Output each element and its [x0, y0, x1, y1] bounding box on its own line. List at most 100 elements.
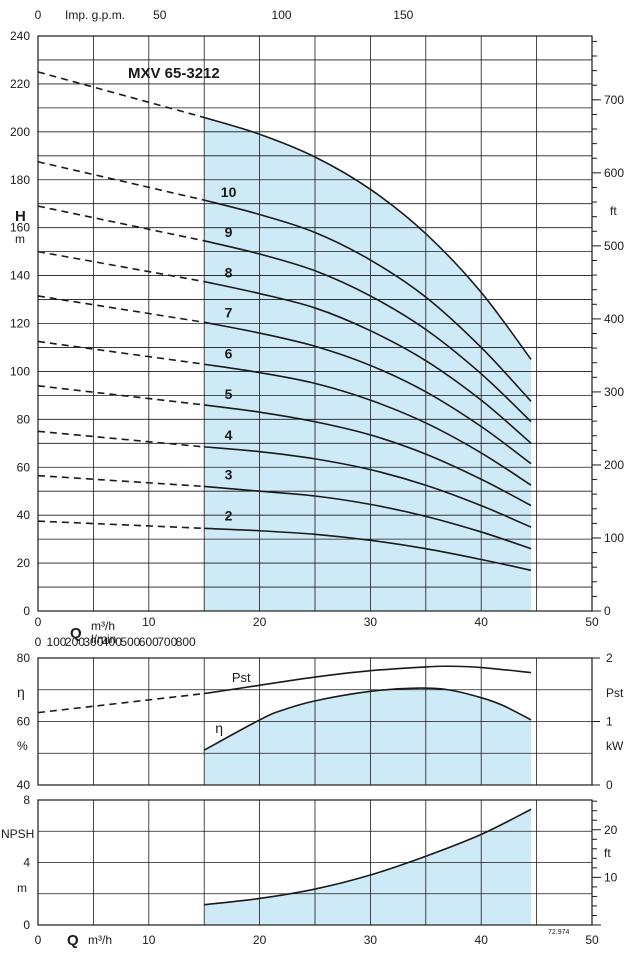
flow-x-tick: 0	[35, 615, 42, 629]
figure-code: 72.974	[548, 929, 570, 936]
efficiency-y-tick: 80	[17, 651, 31, 665]
stage-10-dashed-line	[37, 161, 205, 201]
head-y-tick: 180	[10, 173, 30, 187]
head-y-tick: 100	[10, 364, 30, 378]
npsh-y-tick: 4	[23, 856, 30, 870]
npsh-ft-tick: 20	[604, 823, 618, 837]
pst-line	[204, 665, 532, 695]
operating-range-area	[204, 809, 532, 925]
stage-label-5: 5	[225, 386, 233, 402]
stage-4-dashed-line	[37, 430, 205, 448]
stage-6-line	[204, 363, 532, 486]
flow-x-tick: 40	[475, 615, 489, 629]
head-y-tick: 220	[10, 77, 30, 91]
curves-layer: 2 3 4 5 6 7 8 9 10 Pst η	[37, 71, 532, 906]
stage-label-8: 8	[225, 264, 233, 280]
lmin-x-tick: 800	[176, 635, 196, 649]
stage-2-dashed-line	[37, 520, 205, 530]
stage-10-line	[203, 199, 532, 402]
lmin-x-tick: 400	[102, 635, 122, 649]
bottom-flow-unit-label: m³/h	[88, 933, 112, 947]
bottom-flow-x-tick: 50	[585, 933, 599, 947]
head-unit-label: m	[15, 232, 25, 246]
flow-x-tick: 30	[364, 615, 378, 629]
power-axis-label: Pst	[606, 686, 624, 700]
operating-range-layer	[204, 117, 532, 925]
stage-3-dashed-line	[37, 474, 205, 488]
stage-label-10: 10	[221, 184, 237, 200]
head-y-tick: 140	[10, 269, 30, 283]
kw-tick: 2	[606, 651, 613, 665]
stage-8-line	[204, 280, 532, 444]
flow-unit-label: m³/h	[91, 619, 115, 633]
ft-tick: 200	[604, 458, 624, 472]
head-y-tick: 80	[17, 412, 31, 426]
stage-label-9: 9	[225, 224, 233, 240]
flow-x-tick: 50	[585, 615, 599, 629]
head-y-tick: 0	[23, 604, 30, 618]
stage-7-line	[204, 321, 532, 465]
bottom-flow-x-tick: 10	[142, 933, 156, 947]
ft-tick: 400	[604, 312, 624, 326]
grid-layer	[37, 35, 593, 926]
npsh-line	[204, 808, 532, 906]
bottom-flow-x-tick: 20	[253, 933, 267, 947]
npsh-ft-tick: 10	[604, 870, 618, 884]
efficiency-y-tick: 40	[17, 778, 31, 792]
head-y-tick: 200	[10, 125, 30, 139]
bottom-flow-x-tick: 0	[35, 933, 42, 947]
npsh-y-tick: 8	[23, 793, 30, 807]
ft-tick: 0	[604, 604, 611, 618]
max-curve-line	[203, 116, 532, 360]
npsh-unit-label: m	[17, 881, 27, 895]
stage-label-3: 3	[225, 466, 233, 482]
head-panel-frame	[37, 35, 593, 612]
head-y-tick: 120	[10, 317, 30, 331]
efficiency-line	[203, 687, 532, 751]
stage-label-2: 2	[225, 507, 233, 523]
gpm-x-tick: 100	[272, 8, 292, 22]
stage-7-dashed-line	[37, 295, 205, 324]
flow-x-tick: 10	[142, 615, 156, 629]
pst-curve-label: Pst	[232, 670, 251, 685]
gpm-x-tick: 150	[393, 8, 413, 22]
lmin-x-tick: 300	[83, 635, 103, 649]
bottom-flow-x-tick: 40	[475, 933, 489, 947]
efficiency-curve-label: η	[215, 720, 223, 736]
stage-5-line	[204, 404, 532, 507]
chart-title: MXV 65-3212	[128, 65, 220, 82]
npsh-ft-unit-label: ft	[604, 846, 611, 860]
gpm-x-tick: 0	[35, 8, 42, 22]
bottom-flow-axis-label: Q	[67, 932, 79, 949]
head-y-tick: 20	[17, 556, 31, 570]
ft-tick: 600	[604, 166, 624, 180]
stage-label-6: 6	[225, 346, 233, 362]
npsh-y-tick: 0	[23, 918, 30, 932]
efficiency-y-tick: 60	[17, 715, 31, 729]
stage-9-dashed-line	[37, 205, 205, 242]
stage-6-dashed-line	[37, 340, 205, 366]
stage-4-line	[204, 446, 532, 528]
efficiency-unit-label: %	[17, 739, 28, 753]
ft-tick: 500	[604, 239, 624, 253]
ft-tick: 100	[604, 531, 624, 545]
lmin-x-tick: 0	[35, 635, 42, 649]
lmin-x-tick: 600	[139, 635, 159, 649]
efficiency-axis-label: η	[17, 684, 25, 700]
lmin-x-tick: 200	[65, 635, 85, 649]
stage-label-7: 7	[225, 305, 233, 321]
head-y-tick: 240	[10, 29, 30, 43]
stage-5-dashed-line	[37, 384, 205, 406]
bottom-flow-x-tick: 30	[364, 933, 378, 947]
stage-8-dashed-line	[37, 250, 205, 283]
lmin-unit-label: l/min	[91, 632, 116, 646]
npsh-panel-frame	[37, 799, 593, 926]
gpm-x-tick: 50	[153, 8, 167, 22]
pst-dashed-line	[37, 692, 205, 714]
npsh-axis-label: NPSH	[1, 827, 34, 841]
max-curve-dashed-line	[37, 71, 205, 119]
lmin-x-tick: 700	[157, 635, 177, 649]
head-y-tick: 40	[17, 508, 31, 522]
